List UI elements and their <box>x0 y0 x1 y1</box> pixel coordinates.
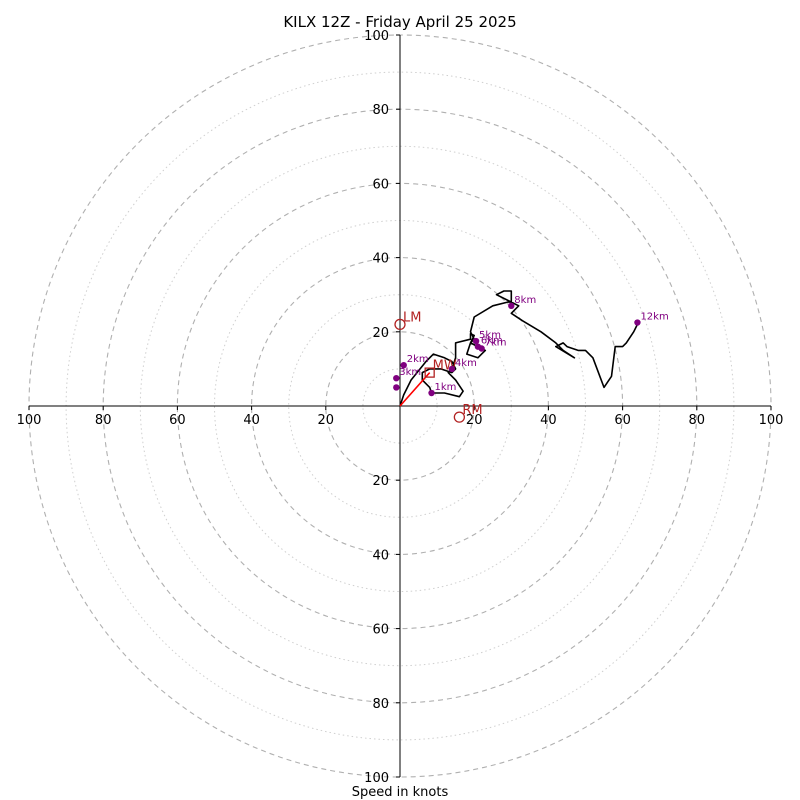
x-tick-label: 60 <box>614 413 631 428</box>
y-tick-label: 40 <box>372 548 389 563</box>
rm-marker <box>453 411 466 423</box>
height-marker-dot <box>400 361 407 369</box>
height-marker-label: 12km <box>640 312 668 323</box>
height-marker-dot <box>508 302 515 310</box>
x-axis-label: Speed in knots <box>352 785 449 800</box>
height-marker-label: 2km <box>407 354 429 365</box>
hodograph-trace <box>399 290 639 407</box>
height-marker-dot <box>393 384 400 391</box>
height-marker-dot <box>478 345 485 352</box>
height-marker-label: 1km <box>435 382 457 393</box>
mean-wind-marker <box>424 367 435 378</box>
hodograph-trace-group <box>399 290 639 407</box>
x-tick-label: 40 <box>243 413 260 428</box>
y-tick-label: 80 <box>372 103 389 118</box>
y-tick-label: 20 <box>372 326 389 341</box>
height-marker-dot <box>428 389 435 397</box>
y-tick-label: 40 <box>372 252 389 267</box>
rm-label: RM <box>462 403 482 418</box>
height-marker-label: 4km <box>455 358 477 369</box>
height-marker-dot <box>634 319 641 326</box>
height-marker-dot <box>448 365 456 373</box>
height-marker-label: 6km <box>481 336 503 347</box>
tick-labels: 100 100 80 80 60 60 40 40 20 20 20 20 40 40 60 60 80 80 10… <box>17 29 784 786</box>
height-marker-label: 7km <box>485 337 507 348</box>
y-tick-label: 20 <box>372 474 389 489</box>
x-tick-label: 100 <box>759 413 784 428</box>
x-tick-label: 100 <box>17 413 42 428</box>
height-marker-dot <box>393 374 400 382</box>
x-tick-label: 20 <box>318 413 335 428</box>
height-marker-label: 3km <box>399 367 421 378</box>
height-marker-label: 8km <box>514 295 536 306</box>
height-marker-dot <box>472 337 480 345</box>
mean-wind-vector <box>399 372 431 407</box>
height-marker-label: 5km <box>479 330 501 341</box>
y-tick-label: 60 <box>372 623 389 638</box>
y-tick-label: 80 <box>372 697 389 712</box>
y-tick-label: 100 <box>364 771 389 786</box>
lm-marker <box>394 318 406 331</box>
x-tick-label: 80 <box>689 413 706 428</box>
chart-title: KILX 12Z - Friday April 25 2025 <box>283 13 516 31</box>
y-tick-label: 60 <box>372 177 389 192</box>
x-tick-label: 60 <box>169 413 186 428</box>
y-tick-label: 100 <box>364 29 389 44</box>
lm-label: LM <box>403 310 421 325</box>
x-tick-label: 20 <box>466 413 483 428</box>
x-tick-label: 40 <box>540 413 557 428</box>
x-tick-label: 80 <box>95 413 112 428</box>
